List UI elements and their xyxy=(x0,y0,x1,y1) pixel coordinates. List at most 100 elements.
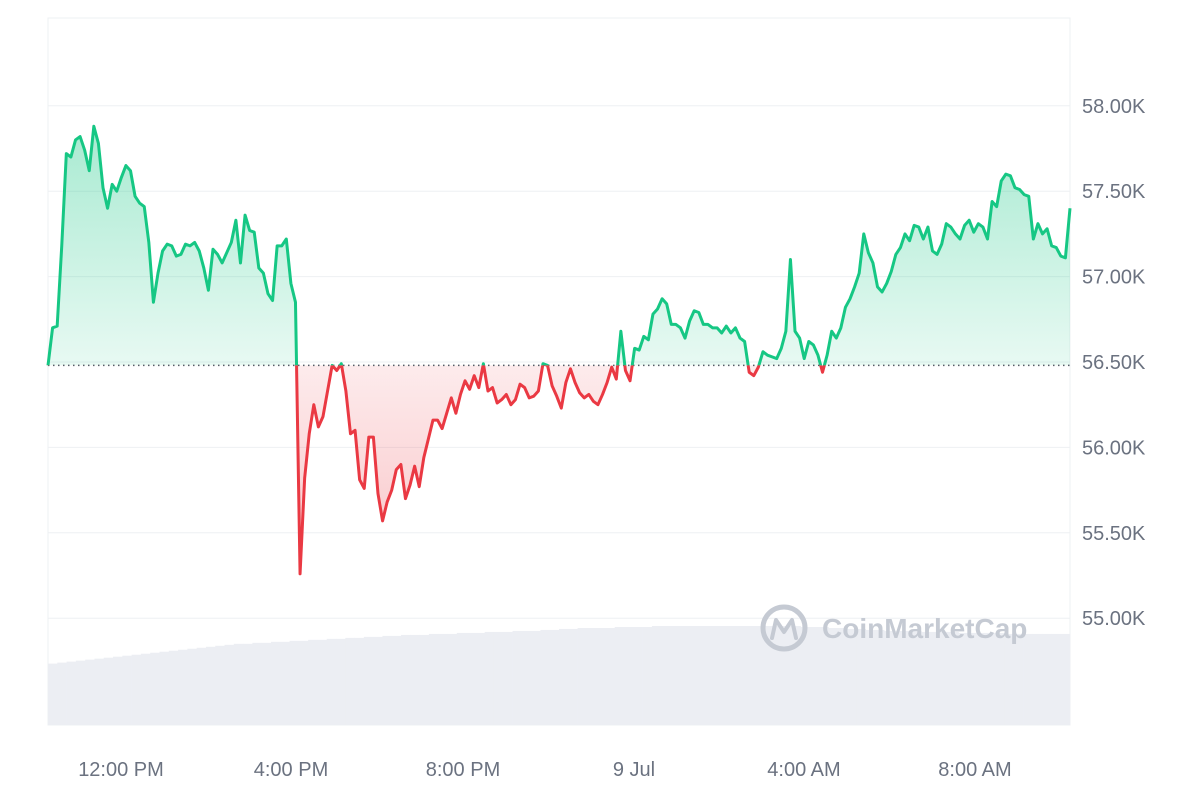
volume-bar xyxy=(233,643,244,725)
volume-bar xyxy=(410,634,420,725)
volume-bar xyxy=(1042,633,1052,725)
volume-bar xyxy=(698,626,708,725)
x-tick-label: 8:00 AM xyxy=(938,759,1011,781)
volume-bar xyxy=(150,652,160,725)
volume-bar xyxy=(159,651,170,725)
volume-bar xyxy=(828,627,839,725)
volume-bar xyxy=(1051,633,1062,725)
volume-bar xyxy=(689,626,699,725)
price-lines xyxy=(46,124,1072,576)
volume-bar xyxy=(549,629,560,725)
volume-bar xyxy=(874,629,885,725)
volume-bar xyxy=(819,626,829,725)
volume-bar xyxy=(586,627,597,725)
volume-bar xyxy=(893,630,904,725)
volume-bar xyxy=(94,658,105,725)
volume-bar xyxy=(280,641,290,725)
volume-bar xyxy=(503,631,513,725)
volume-bar xyxy=(456,632,467,725)
volume-bar xyxy=(103,657,114,725)
volume-bar xyxy=(466,632,476,725)
x-tick-label: 4:00 AM xyxy=(767,759,840,781)
volume-bar xyxy=(800,626,811,725)
volume-bar xyxy=(754,626,764,725)
volume-bar xyxy=(178,649,188,725)
volume-bar xyxy=(1004,633,1015,725)
volume-bar xyxy=(224,644,235,725)
y-tick-label: 57.00K xyxy=(1082,267,1146,289)
volume-bar xyxy=(382,635,393,725)
volume-bar xyxy=(679,626,690,725)
y-tick-label: 55.50K xyxy=(1082,523,1146,545)
volume-bar xyxy=(939,631,950,725)
coinmarketcap-logo-icon xyxy=(760,604,808,652)
volume-bar xyxy=(633,626,643,725)
volume-bar xyxy=(317,639,328,725)
volume-bar xyxy=(261,642,272,725)
x-tick-label: 12:00 PM xyxy=(78,759,164,781)
volume-bar xyxy=(428,633,439,725)
x-tick-label: 9 Jul xyxy=(613,759,655,781)
price-area xyxy=(48,126,1070,574)
volume-bar xyxy=(196,647,207,725)
volume-bar xyxy=(921,631,931,725)
volume-bar xyxy=(187,648,197,725)
price-line-down xyxy=(47,365,826,576)
y-tick-label: 56.50K xyxy=(1082,352,1146,374)
volume-bar xyxy=(958,632,969,725)
volume-bar xyxy=(1060,633,1071,725)
volume-bar xyxy=(243,643,253,725)
watermark-text: CoinMarketCap xyxy=(822,613,1027,644)
volume-bar xyxy=(847,628,857,725)
volume-bar xyxy=(884,630,894,725)
volume-bar xyxy=(624,626,634,725)
volume-bar xyxy=(995,632,1006,725)
y-tick-label: 55.00K xyxy=(1082,608,1146,630)
volume-bar xyxy=(614,626,625,725)
volume-bar xyxy=(967,632,978,725)
volume-bar xyxy=(447,633,458,725)
area-below-baseline xyxy=(48,365,1070,574)
y-tick-label: 56.00K xyxy=(1082,437,1146,459)
volume-bar xyxy=(205,646,216,725)
volume-bar xyxy=(373,636,383,725)
x-tick-label: 8:00 PM xyxy=(426,759,500,781)
volume-bar xyxy=(345,637,355,725)
volume-bar xyxy=(763,626,773,725)
volume-bar xyxy=(140,653,151,725)
volume-bar xyxy=(642,626,653,725)
volume-bar xyxy=(596,627,606,725)
volume-bar xyxy=(252,642,262,725)
volume-bar xyxy=(419,634,430,725)
volume-bar xyxy=(122,655,132,725)
volume-bar xyxy=(651,626,662,725)
volume-bar xyxy=(1023,633,1034,725)
volume-bar xyxy=(438,633,448,725)
volume-bar xyxy=(354,637,365,725)
volume-bar xyxy=(521,630,532,725)
volume-bars xyxy=(48,626,1071,725)
volume-bar xyxy=(707,626,718,725)
volume-bar xyxy=(744,626,755,725)
y-tick-label: 57.50K xyxy=(1082,181,1146,203)
volume-bar xyxy=(531,630,541,725)
volume-bar xyxy=(475,632,485,725)
volume-bar xyxy=(781,626,792,725)
y-tick-label: 58.00K xyxy=(1082,96,1146,118)
volume-bar xyxy=(809,626,820,725)
volume-bar xyxy=(512,630,523,725)
logo-m-stroke xyxy=(770,618,798,640)
volume-bar xyxy=(391,635,402,725)
volume-bar xyxy=(168,650,179,725)
area-above-baseline xyxy=(48,126,1070,366)
coinmarketcap-watermark: CoinMarketCap xyxy=(760,604,1027,652)
volume-bar xyxy=(865,629,876,725)
volume-bar xyxy=(605,627,616,725)
y-axis-labels: 58.00K 57.50K 57.00K 56.50K 56.00K 55.50K 55.0… xyxy=(1082,96,1146,630)
volume-bar xyxy=(540,629,551,725)
volume-bar xyxy=(949,631,959,725)
volume-bar xyxy=(401,634,411,725)
price-line-up xyxy=(46,124,1072,366)
volume-bar xyxy=(1014,633,1024,725)
